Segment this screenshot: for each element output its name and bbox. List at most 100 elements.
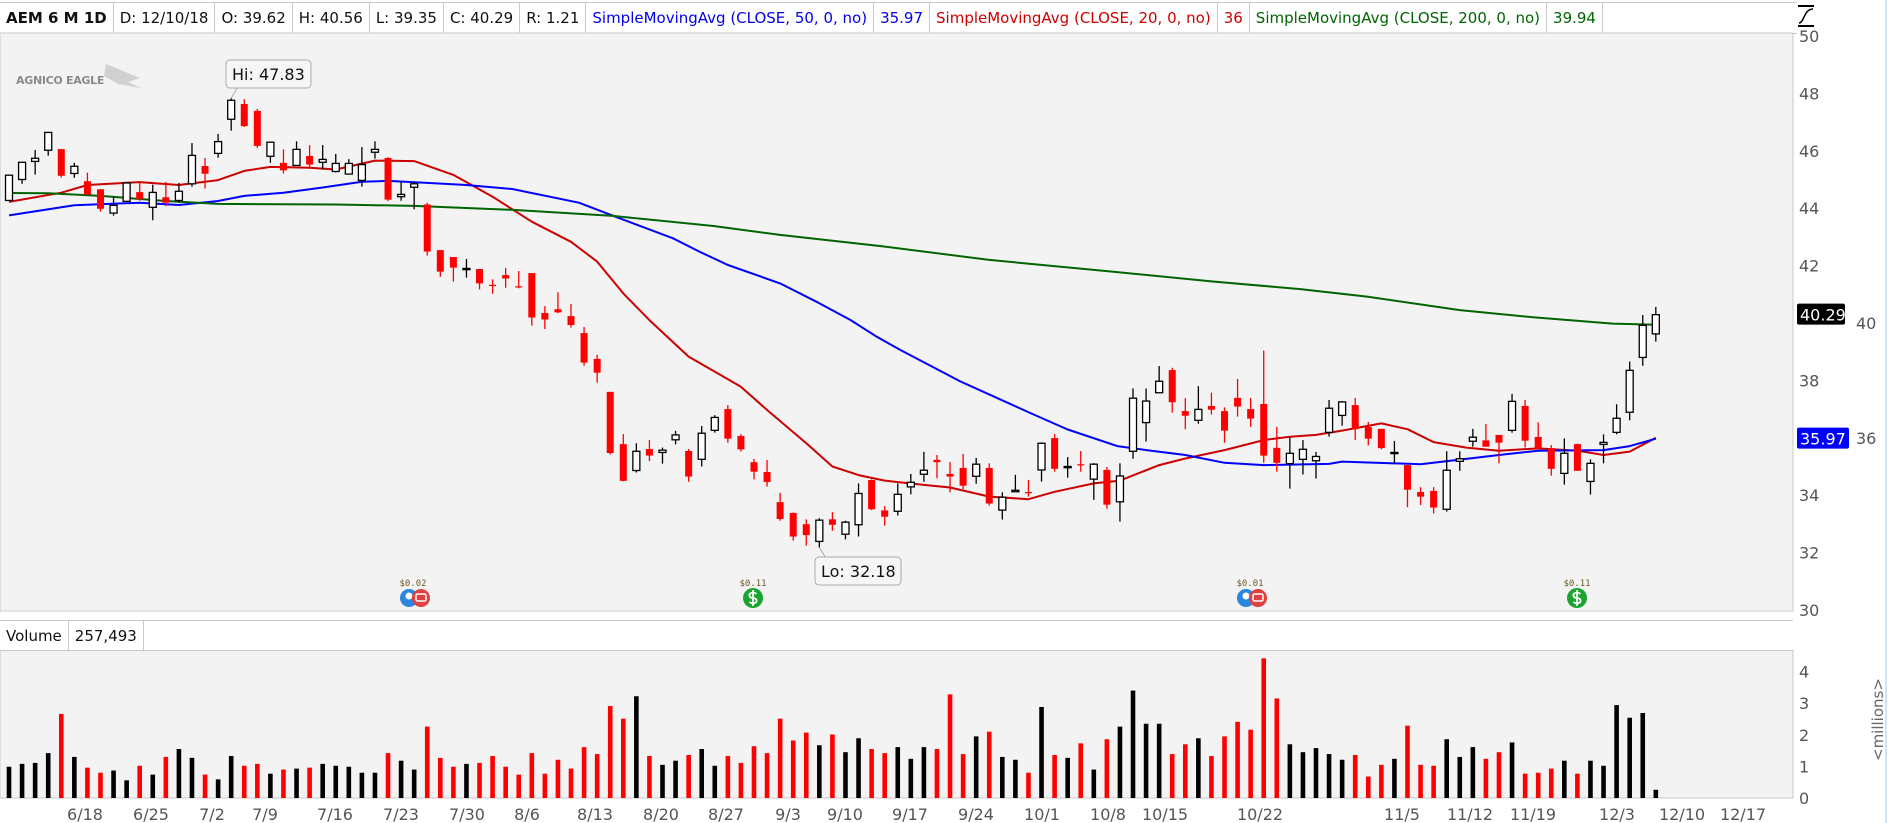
candle[interactable] <box>933 455 941 479</box>
volume-bar[interactable] <box>1614 705 1619 798</box>
volume-bar[interactable] <box>1039 706 1044 798</box>
candle[interactable] <box>357 147 367 187</box>
candle[interactable] <box>1390 440 1399 464</box>
candle[interactable] <box>1311 451 1321 479</box>
volume-bar[interactable] <box>516 774 522 798</box>
candle[interactable] <box>1430 487 1438 514</box>
candle[interactable] <box>423 202 431 256</box>
volume-bar[interactable] <box>85 767 90 798</box>
candle[interactable] <box>528 273 536 326</box>
candle[interactable] <box>1417 487 1425 505</box>
volume-bar[interactable] <box>1222 736 1227 798</box>
candle[interactable] <box>1115 463 1125 522</box>
candle[interactable] <box>1168 367 1176 413</box>
volume-bar[interactable] <box>1483 758 1489 798</box>
volume-bar[interactable] <box>1183 744 1188 798</box>
candle[interactable] <box>1521 399 1529 448</box>
candle[interactable] <box>841 520 850 540</box>
candle[interactable] <box>1037 442 1046 482</box>
volume-bar[interactable] <box>869 749 874 798</box>
volume-bar[interactable] <box>163 756 169 798</box>
volume-bar[interactable] <box>568 768 574 798</box>
candle[interactable] <box>972 457 981 484</box>
volume-bar[interactable] <box>594 754 600 798</box>
candle[interactable] <box>1234 378 1242 417</box>
volume-bar[interactable] <box>1326 754 1332 798</box>
candle[interactable] <box>17 161 27 184</box>
candle[interactable] <box>985 463 993 506</box>
volume-bar[interactable] <box>490 755 495 798</box>
volume-bar[interactable] <box>228 755 234 798</box>
volume-bar[interactable] <box>1535 772 1541 798</box>
volume-bar[interactable] <box>19 763 25 798</box>
candle[interactable] <box>162 181 170 207</box>
volume-bar[interactable] <box>790 740 796 798</box>
volume-bar[interactable] <box>725 755 731 798</box>
candle[interactable] <box>1063 457 1072 478</box>
volume-bar[interactable] <box>856 738 861 798</box>
volume-bar[interactable] <box>1548 768 1554 798</box>
volume-bar[interactable] <box>1078 743 1084 798</box>
volume-bar[interactable] <box>451 766 456 798</box>
event-marker[interactable]: $0.01 <box>1236 579 1267 607</box>
candle[interactable] <box>476 269 484 290</box>
volume-bar[interactable] <box>960 754 966 798</box>
symbol-label[interactable]: AEM 6 M 1D <box>0 3 114 33</box>
volume-bar[interactable] <box>32 762 38 798</box>
candle[interactable] <box>554 292 562 314</box>
candle[interactable] <box>148 184 157 221</box>
volume-bar[interactable] <box>1000 756 1005 798</box>
candle[interactable] <box>44 131 53 156</box>
candle[interactable] <box>1468 428 1477 447</box>
candle[interactable] <box>1586 459 1595 495</box>
candle[interactable] <box>109 196 118 216</box>
volume-bar[interactable] <box>1235 721 1240 798</box>
candle[interactable] <box>240 99 248 127</box>
volume-bar[interactable] <box>424 726 430 798</box>
volume-bar[interactable] <box>477 762 482 798</box>
volume-bar[interactable] <box>529 753 535 798</box>
volume-bar[interactable] <box>45 753 51 798</box>
volume-bar[interactable] <box>908 758 914 798</box>
candle[interactable] <box>489 279 497 294</box>
volume-bar[interactable] <box>58 713 64 798</box>
volume-bar[interactable] <box>843 752 848 798</box>
candle[interactable] <box>854 483 863 537</box>
volume-bar[interactable] <box>438 757 443 798</box>
volume-bar[interactable] <box>241 765 247 798</box>
volume-bar[interactable] <box>255 763 260 798</box>
volume-bar[interactable] <box>281 769 286 798</box>
candle[interactable] <box>1573 443 1581 471</box>
volume-bar[interactable] <box>176 749 182 798</box>
volume-bar[interactable] <box>1274 698 1280 798</box>
candle[interactable] <box>1651 306 1660 342</box>
candle[interactable] <box>331 153 340 173</box>
volume-bar[interactable] <box>268 773 273 798</box>
volume-bar[interactable] <box>1509 742 1515 798</box>
volume-bar[interactable] <box>1261 658 1267 798</box>
volume-bar[interactable] <box>673 760 678 798</box>
volume-bar[interactable] <box>1169 754 1175 798</box>
candle[interactable] <box>1337 401 1347 426</box>
volume-bar[interactable] <box>1026 772 1031 798</box>
s-curve-icon[interactable] <box>1797 4 1815 28</box>
volume-bar[interactable] <box>1365 776 1371 798</box>
candle[interactable] <box>1128 388 1138 459</box>
volume-bar[interactable] <box>1392 758 1397 798</box>
candle[interactable] <box>776 492 784 521</box>
candle[interactable] <box>541 306 549 330</box>
candle[interactable] <box>253 108 261 148</box>
candle[interactable] <box>1599 434 1608 464</box>
candle[interactable] <box>580 327 588 366</box>
candle[interactable] <box>279 149 287 174</box>
candle[interactable] <box>1141 388 1151 442</box>
candle[interactable] <box>449 256 457 282</box>
volume-bar[interactable] <box>1143 723 1149 798</box>
candle[interactable] <box>671 430 680 445</box>
candle[interactable] <box>515 271 523 289</box>
volume-bar[interactable] <box>411 769 417 798</box>
candle[interactable] <box>1403 465 1411 508</box>
candle[interactable] <box>1298 440 1308 475</box>
volume-bar[interactable] <box>1575 773 1580 798</box>
